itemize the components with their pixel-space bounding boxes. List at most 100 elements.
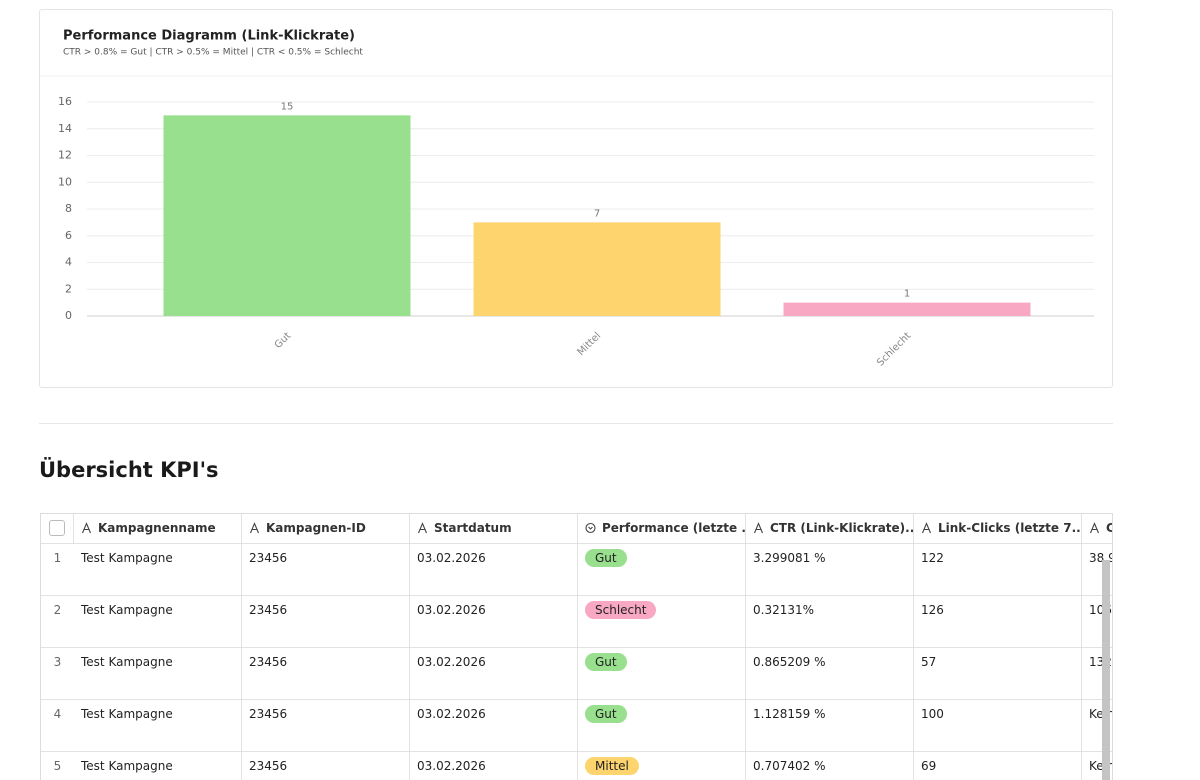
column-title: C <box>1106 521 1112 535</box>
column-header[interactable]: Kampagnen-ID <box>242 514 410 544</box>
icon-part <box>588 526 593 530</box>
table-cell: 126 <box>914 596 1082 648</box>
table-cell: 03.02.2026 <box>410 596 578 648</box>
column-header[interactable]: C <box>1082 514 1112 544</box>
value-label: 7 <box>594 208 600 219</box>
cell-text: 69 <box>921 759 937 773</box>
status-badge: Gut <box>585 549 627 567</box>
cell-text: 4 <box>53 707 62 721</box>
column-header[interactable]: Kampagnenname <box>74 514 242 544</box>
column-header[interactable]: Link-Clicks (letzte 7... <box>914 514 1082 544</box>
status-badge: Mittel <box>585 757 639 775</box>
icon-part <box>81 522 92 534</box>
cell-text: 03.02.2026 <box>417 707 486 721</box>
field-type-icon <box>921 522 932 534</box>
row-number: 4 <box>41 700 74 752</box>
table-cell: 122 <box>914 544 1082 596</box>
icon-part <box>417 522 428 534</box>
cell-text: 122 <box>921 551 944 565</box>
cell-text: Test Kampagne <box>81 551 173 565</box>
cell-text: 126 <box>921 603 944 617</box>
x-tick-label: Gut <box>273 330 294 351</box>
cell-text: 03.02.2026 <box>417 759 486 773</box>
cell-text: 03.02.2026 <box>417 655 486 669</box>
icon-part <box>585 522 596 534</box>
cell-text: Test Kampagne <box>81 603 173 617</box>
chart-subtitle: CTR > 0.8% = Gut | CTR > 0.5% = Mittel |… <box>63 48 363 58</box>
cell-text: 5 <box>53 759 62 773</box>
bar <box>473 222 721 316</box>
table-cell: 0.865209 % <box>746 648 914 700</box>
row-number: 1 <box>41 544 74 596</box>
table-cell: 57 <box>914 648 1082 700</box>
table-cell: 23456 <box>242 700 410 752</box>
icon-part <box>921 522 932 534</box>
cell-text: 23456 <box>249 759 288 773</box>
table-cell: 69 <box>914 752 1082 780</box>
table-cell: 0.32131% <box>746 596 914 648</box>
table-cell: Test Kampagne <box>74 752 242 780</box>
cell-text: 1.128159 % <box>753 707 826 721</box>
column-title: Performance (letzte ... <box>602 521 746 535</box>
column-title: Link-Clicks (letzte 7... <box>938 521 1082 535</box>
table-cell: Schlecht <box>578 596 746 648</box>
table-cell: 100 <box>914 700 1082 752</box>
bar <box>163 115 411 316</box>
y-tick-label: 12 <box>58 149 72 162</box>
column-header[interactable]: Startdatum <box>410 514 578 544</box>
select-all-checkbox[interactable] <box>49 520 65 536</box>
table-cell: Mittel <box>578 752 746 780</box>
y-tick-label: 10 <box>58 175 72 188</box>
cell-text: 57 <box>921 655 937 669</box>
x-tick-label: Mittel <box>576 330 604 358</box>
cell-text: 23456 <box>249 603 288 617</box>
y-tick-label: 4 <box>65 256 72 269</box>
table-cell: 23456 <box>242 544 410 596</box>
table-cell: Test Kampagne <box>74 700 242 752</box>
status-badge: Gut <box>585 653 627 671</box>
row-number: 2 <box>41 596 74 648</box>
column-title: CTR (Link-Klickrate)... <box>770 521 914 535</box>
icon-part <box>1089 522 1100 534</box>
table-cell: 23456 <box>242 596 410 648</box>
y-tick-label: 6 <box>65 229 72 242</box>
table-cell: Test Kampagne <box>74 596 242 648</box>
cell-text: Test Kampagne <box>81 707 173 721</box>
cell-text: 0.707402 % <box>753 759 826 773</box>
value-label: 1 <box>904 289 910 300</box>
cell-text: 3 <box>53 655 62 669</box>
cell-text: 0.865209 % <box>753 655 826 669</box>
cell-text: Test Kampagne <box>81 759 173 773</box>
cell-text: 1 <box>53 551 62 565</box>
cell-text: 2 <box>53 603 62 617</box>
kpi-table: Kampagnenname Kampagnen-ID Startdatum Perfo… <box>40 513 1113 780</box>
table-cell: 0.707402 % <box>746 752 914 780</box>
field-type-icon <box>417 522 428 534</box>
field-type-icon <box>81 522 92 534</box>
section-heading: Übersicht KPI's <box>39 458 219 482</box>
cell-text: 03.02.2026 <box>417 551 486 565</box>
scrollbar[interactable] <box>1102 560 1110 780</box>
column-header[interactable]: Performance (letzte ... <box>578 514 746 544</box>
y-tick-label: 2 <box>65 282 72 295</box>
status-badge: Gut <box>585 705 627 723</box>
cell-text: 23456 <box>249 707 288 721</box>
cell-text: 3.299081 % <box>753 551 826 565</box>
table-cell: 03.02.2026 <box>410 700 578 752</box>
column-title: Kampagnen-ID <box>266 521 366 535</box>
cell-text: 100 <box>921 707 944 721</box>
row-number: 5 <box>41 752 74 780</box>
table-cell: Test Kampagne <box>74 544 242 596</box>
bar <box>783 302 1031 316</box>
y-tick-label: 8 <box>65 202 72 215</box>
column-title: Startdatum <box>434 521 512 535</box>
field-type-icon <box>249 522 260 534</box>
y-tick-label: 16 <box>58 95 72 108</box>
table-cell: 1.128159 % <box>746 700 914 752</box>
column-header[interactable]: CTR (Link-Klickrate)... <box>746 514 914 544</box>
chart-title: Performance Diagramm (Link-Klickrate) <box>63 29 355 44</box>
chart-card <box>39 9 1113 388</box>
separator <box>39 423 1113 424</box>
y-tick-label: 14 <box>58 122 72 135</box>
